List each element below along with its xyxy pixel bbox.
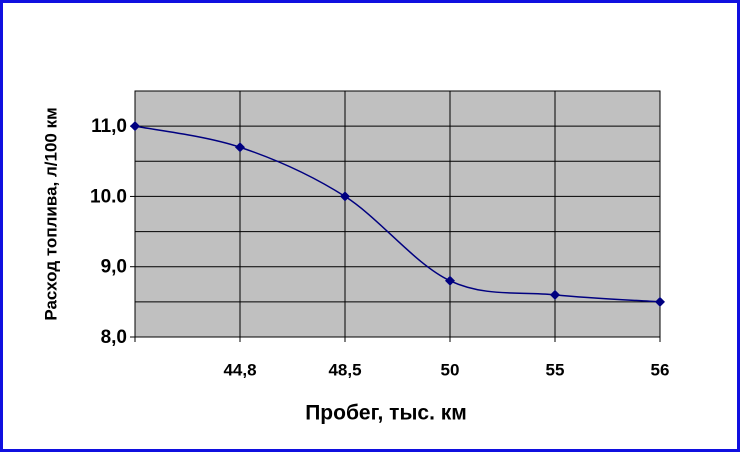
marker (550, 289, 560, 300)
x-tick-label: 44,8 (223, 360, 256, 379)
x-tick-label: 56 (651, 360, 670, 379)
y-axis-label: Расход топлива, л/100 км (41, 107, 60, 320)
x-axis-label: Пробег, тыс. км (305, 402, 467, 425)
y-tick-label: 9,0 (101, 257, 127, 278)
x-tick-label: 48,5 (328, 360, 361, 379)
marker (445, 275, 455, 286)
x-tick-label: 55 (546, 360, 565, 379)
y-tick-label: 11,0 (91, 116, 127, 137)
marker (235, 142, 245, 153)
y-tick-label: 8,0 (101, 327, 127, 348)
marker (340, 191, 350, 202)
x-tick-label: 50 (441, 360, 460, 379)
marker (130, 121, 140, 132)
marker (655, 296, 665, 307)
line (134, 125, 661, 303)
y-tick-label: 10.0 (90, 186, 127, 207)
plot-area (134, 90, 661, 338)
